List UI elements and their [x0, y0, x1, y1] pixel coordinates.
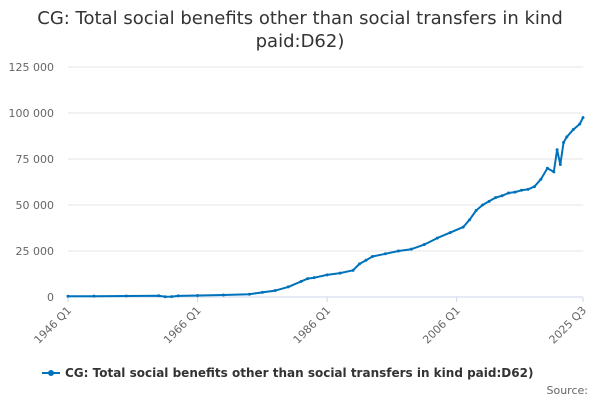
data-point[interactable] — [306, 277, 310, 281]
data-point[interactable] — [358, 262, 362, 266]
data-point[interactable] — [364, 258, 368, 262]
data-point[interactable] — [260, 290, 264, 294]
data-point[interactable] — [526, 187, 530, 191]
data-point[interactable] — [66, 294, 70, 298]
legend-dot — [48, 370, 54, 376]
y-axis: 0 25 000 50 000 75 000 100 000 125 000 — [9, 61, 55, 304]
data-point[interactable] — [481, 203, 485, 207]
series-line — [67, 117, 584, 298]
data-point[interactable] — [370, 255, 374, 259]
data-point[interactable] — [422, 243, 426, 247]
data-point[interactable] — [507, 191, 511, 195]
data-point[interactable] — [578, 122, 582, 126]
data-point[interactable] — [487, 199, 491, 203]
y-tick-label: 100 000 — [9, 107, 55, 120]
x-tick-label: 2025 Q3 — [547, 304, 590, 347]
data-point[interactable] — [474, 209, 478, 213]
data-point[interactable] — [539, 177, 543, 181]
data-point[interactable] — [221, 293, 225, 297]
data-point[interactable] — [92, 294, 96, 298]
data-point[interactable] — [571, 128, 575, 132]
y-tick-label: 0 — [47, 291, 54, 304]
y-tick-label: 50 000 — [16, 199, 55, 212]
data-point[interactable] — [338, 271, 342, 275]
x-tick-label: 1946 Q1 — [32, 304, 75, 347]
series-layer — [66, 116, 585, 299]
y-tick-label: 125 000 — [9, 61, 55, 74]
data-point[interactable] — [494, 196, 498, 200]
data-point[interactable] — [558, 163, 562, 167]
data-point[interactable] — [170, 295, 174, 299]
legend-marker-icon — [42, 368, 60, 378]
data-point[interactable] — [532, 185, 536, 189]
data-point[interactable] — [562, 140, 566, 144]
data-point[interactable] — [468, 218, 472, 222]
data-point[interactable] — [461, 225, 465, 229]
data-point[interactable] — [383, 252, 387, 256]
data-point[interactable] — [351, 268, 355, 272]
grid-lines — [68, 66, 583, 298]
data-point[interactable] — [196, 294, 200, 298]
data-point[interactable] — [513, 190, 517, 194]
x-tick-label: 1966 Q1 — [161, 304, 204, 347]
data-point[interactable] — [176, 294, 180, 298]
legend-label: CG: Total social benefits other than soc… — [65, 366, 534, 380]
y-tick-label: 75 000 — [16, 153, 55, 166]
data-point[interactable] — [581, 116, 585, 120]
source-label: Source: — [546, 384, 589, 397]
data-point[interactable] — [448, 231, 452, 235]
data-point[interactable] — [273, 289, 277, 293]
legend[interactable]: CG: Total social benefits other than soc… — [42, 366, 533, 380]
data-point[interactable] — [519, 188, 523, 192]
y-tick-label: 25 000 — [16, 245, 55, 258]
data-point[interactable] — [409, 247, 413, 251]
data-point[interactable] — [163, 295, 167, 299]
data-point[interactable] — [286, 285, 290, 289]
data-point[interactable] — [565, 135, 569, 139]
chart-title: CG: Total social benefits other than soc… — [37, 8, 563, 52]
data-point[interactable] — [325, 273, 329, 277]
x-axis: 1946 Q1 1966 Q1 1986 Q1 2006 Q1 2025 Q3 — [32, 296, 590, 347]
data-point[interactable] — [555, 148, 559, 152]
data-point[interactable] — [396, 249, 400, 253]
data-point[interactable] — [552, 170, 556, 174]
data-point[interactable] — [124, 294, 128, 298]
data-point[interactable] — [157, 294, 161, 298]
x-tick-label: 2006 Q1 — [420, 304, 463, 347]
x-tick-label: 1986 Q1 — [291, 304, 334, 347]
data-point[interactable] — [247, 292, 251, 296]
data-point[interactable] — [312, 276, 316, 280]
data-point[interactable] — [545, 166, 549, 170]
data-point[interactable] — [435, 236, 439, 240]
data-point[interactable] — [500, 194, 504, 198]
data-point[interactable] — [299, 279, 303, 283]
